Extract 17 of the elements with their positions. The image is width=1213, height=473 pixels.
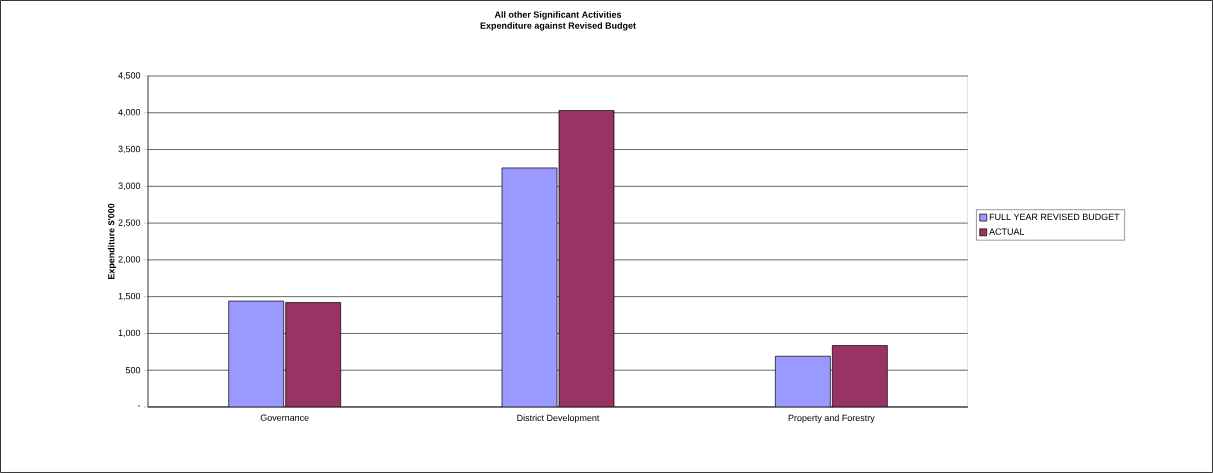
legend-label: ACTUAL [989, 228, 1025, 235]
x-tick-label: Governance [260, 414, 309, 421]
chart-title: All other Significant Activities Expenditure against Revised Budget [480, 11, 636, 31]
y-tick-label: 3,000 [118, 182, 141, 191]
y-tick-label: 1,000 [118, 329, 141, 338]
y-tick-label: - [137, 405, 141, 407]
y-axis-title: Expenditure $'000 [107, 203, 117, 280]
y-tick-label: 1,500 [118, 292, 141, 301]
y-tick-label: 2,500 [118, 219, 141, 227]
y-tick-label: 500 [125, 367, 141, 374]
y-tick-label: 2,000 [118, 256, 141, 264]
y-tick-label: 3,500 [118, 145, 141, 154]
x-tick-label: Property and Forestry [788, 414, 875, 423]
x-tick-label: District Development [517, 414, 600, 423]
y-tick-label: 4,500 [118, 72, 141, 80]
legend-label: FULL YEAR REVISED BUDGET [989, 213, 1120, 221]
y-tick-label: 4,000 [118, 109, 141, 117]
